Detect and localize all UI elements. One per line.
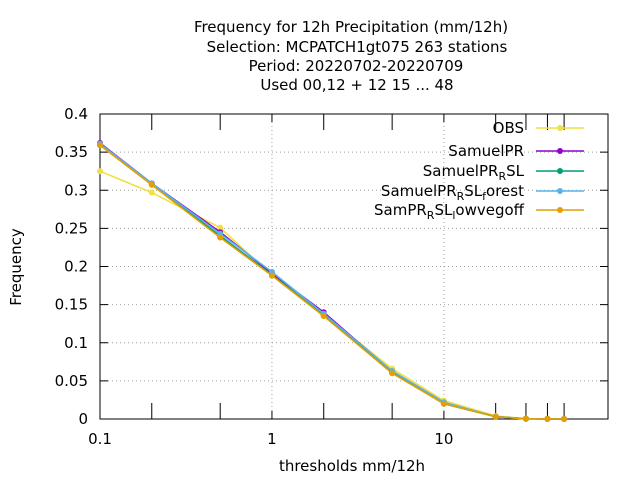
- series-layer: [97, 139, 568, 422]
- plot-frame: [99, 113, 609, 420]
- y-tick-label: 0.05: [55, 372, 88, 390]
- legend-swatch-marker: [557, 148, 563, 154]
- legend-label: SamuelPRRSLforest: [381, 182, 524, 203]
- y-tick-label: 0.35: [55, 143, 88, 161]
- data-point: [217, 234, 224, 241]
- data-point: [440, 400, 447, 407]
- y-tick-label: 0.1: [64, 334, 88, 352]
- data-point: [544, 415, 551, 422]
- chart-title: Frequency for 12h Precipitation (mm/12h)…: [194, 18, 508, 94]
- data-point: [217, 224, 224, 231]
- legend-swatch-marker: [557, 188, 563, 194]
- data-point: [97, 142, 103, 149]
- tick-labels: 0 0.05 0.1 0.15 0.2 0.25 0.3 0.35 0.4 0.1 1 10: [55, 105, 454, 448]
- data-point: [492, 413, 499, 420]
- grid-lines: [100, 114, 608, 419]
- data-point: [389, 370, 396, 377]
- legend-label: OBS: [493, 119, 524, 137]
- legend-swatch-marker: [557, 168, 563, 174]
- data-point: [522, 415, 529, 422]
- legend-label: SamuelPR: [448, 142, 524, 160]
- data-point: [148, 189, 155, 196]
- x-axis-label: thresholds mm/12h: [279, 457, 425, 475]
- y-axis-label: Frequency: [7, 228, 25, 306]
- data-point: [561, 416, 568, 422]
- y-tick-label: 0.3: [64, 181, 88, 199]
- title-line-1: Frequency for 12h Precipitation (mm/12h): [194, 18, 508, 36]
- y-tick-label: 0.2: [64, 258, 88, 276]
- title-line-4: Used 00,12 + 12 15 ... 48: [260, 76, 453, 94]
- legend-label: SamuelPRRSL: [423, 162, 525, 183]
- y-tick-label: 0.4: [64, 105, 88, 123]
- title-line-3: Period: 20220702-20220709: [249, 57, 464, 75]
- y-tick-label: 0.15: [55, 296, 88, 314]
- data-point: [97, 168, 103, 175]
- y-tick-label: 0.25: [55, 219, 88, 237]
- legend-swatch-marker: [557, 207, 563, 213]
- data-point: [320, 313, 327, 320]
- title-line-2: Selection: MCPATCH1gt075 263 stations: [207, 38, 508, 56]
- data-point: [268, 272, 275, 279]
- data-point: [148, 181, 155, 188]
- series-5: [97, 142, 568, 422]
- legend-swatch-marker: [557, 125, 563, 131]
- legend-label: SamPRRSLlowvegoff: [374, 201, 525, 222]
- x-tick-label: 0.1: [88, 430, 112, 448]
- x-tick-label: 1: [267, 430, 277, 448]
- y-tick-label: 0: [78, 410, 88, 428]
- x-tick-label: 10: [434, 430, 453, 448]
- legend: OBS SamuelPR SamuelPRRSLSamuelPRRSLforestS…: [374, 119, 584, 222]
